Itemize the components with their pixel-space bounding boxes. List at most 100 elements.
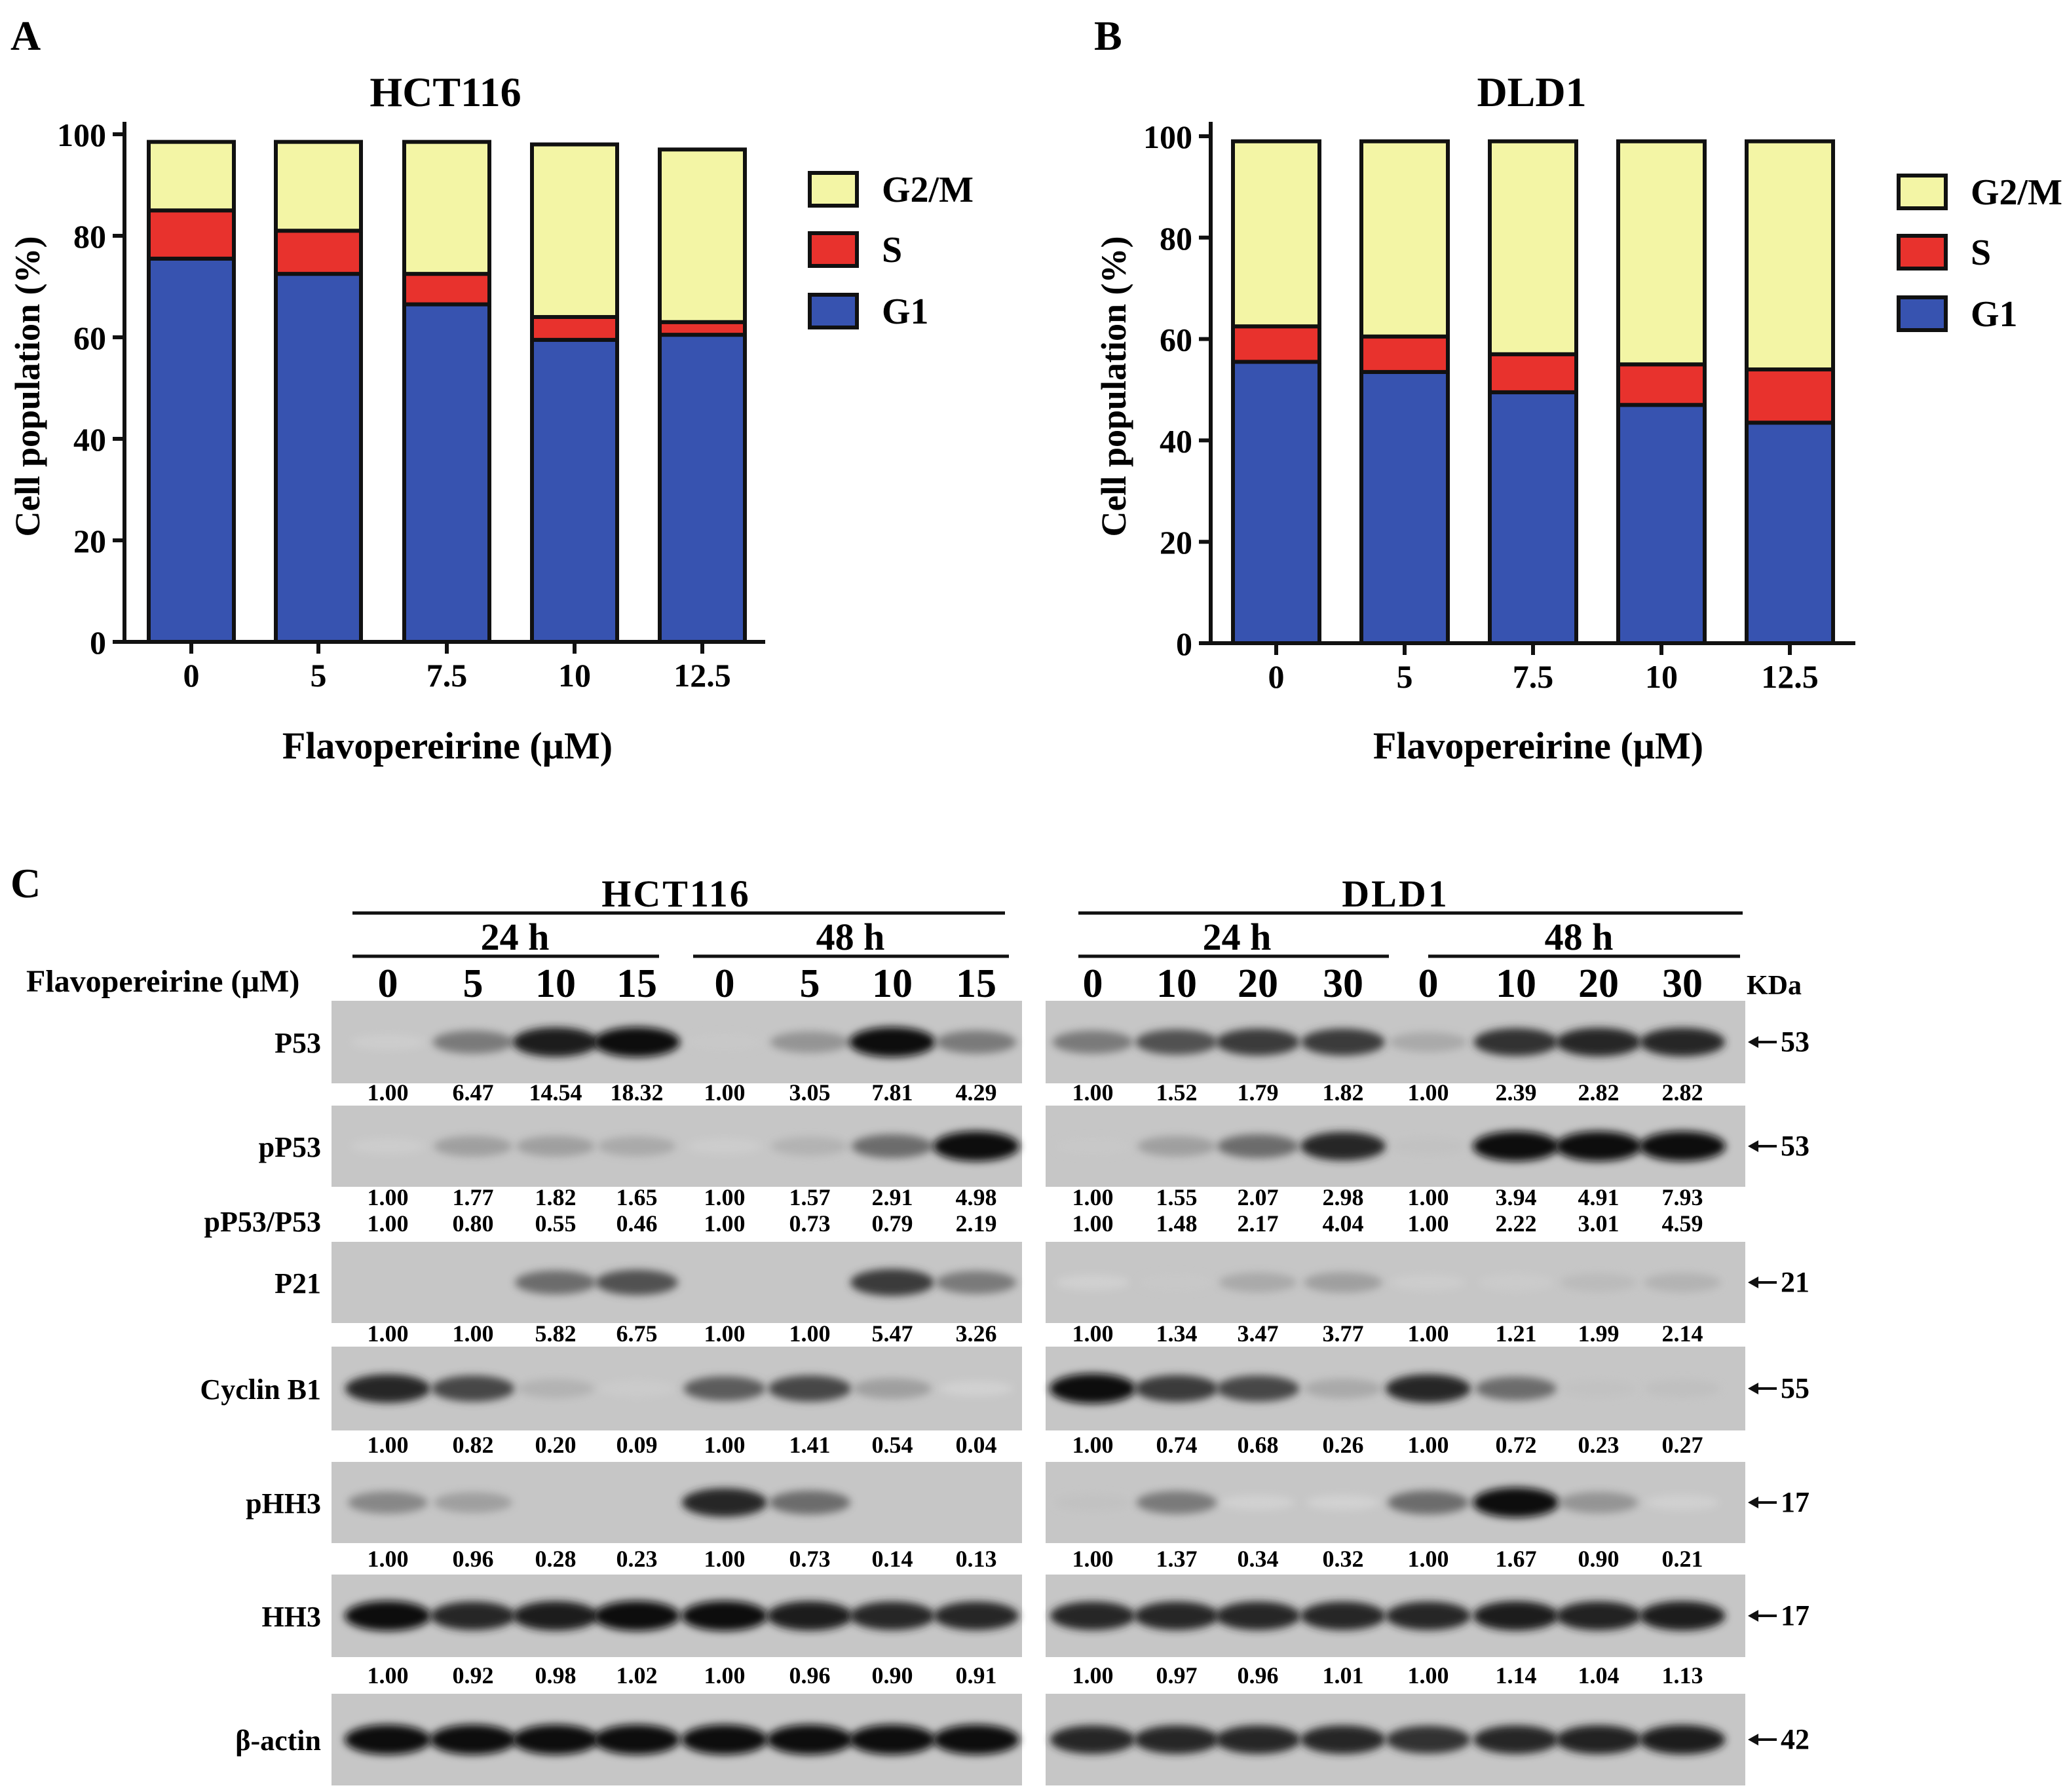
bar-segment-g1 — [658, 333, 747, 644]
quant-value: 1.00 — [704, 1432, 746, 1458]
bar-segment-g2m — [1488, 139, 1578, 356]
quant-value: 7.93 — [1662, 1184, 1703, 1210]
blot-band — [1555, 1131, 1642, 1161]
quant-value: 0.92 — [453, 1662, 494, 1689]
western-blot-panel: HCT116 DLD1 24 h 48 h 24 h 48 h Flavoper… — [26, 872, 1809, 1785]
blot-row: pP53/P53 1.00 0.80 0.55 0.46 1.00 0.73 0.79 2.19… — [204, 1206, 1703, 1238]
quant-value: 0.96 — [789, 1662, 831, 1689]
blot-row-label: β-actin — [235, 1725, 321, 1757]
chart-title: HCT116 — [369, 69, 521, 115]
blot-band — [345, 1374, 430, 1403]
x-ticks: 0 5 7.5 10 12.5 — [1268, 643, 1819, 695]
blot-band — [1388, 1490, 1469, 1515]
quant-value: 4.29 — [956, 1079, 997, 1106]
quant-value: 0.97 — [1156, 1662, 1198, 1689]
timepoint-hct116-24h: 24 h — [481, 916, 550, 958]
bar-segment-g2m — [658, 147, 747, 324]
blot-band — [1644, 1273, 1721, 1292]
legend-swatch — [1897, 295, 1948, 332]
blot-band — [1050, 1725, 1135, 1754]
blot-band — [1473, 1131, 1559, 1161]
quant-value: 1.00 — [1408, 1546, 1449, 1572]
blot-band — [681, 1601, 768, 1631]
quant-value: 0.04 — [956, 1432, 997, 1458]
blot-band — [681, 1725, 768, 1755]
quant-value: 1.00 — [1072, 1184, 1114, 1210]
quant-value: 0.23 — [616, 1546, 658, 1572]
quant-value: 0.73 — [789, 1210, 831, 1237]
blot-band — [1475, 1376, 1557, 1401]
quant-value: 1.00 — [1072, 1662, 1114, 1689]
y-tick-label: 0 — [1176, 625, 1192, 662]
quant-value: 1.00 — [368, 1079, 409, 1106]
x-tick-label: 5 — [1397, 658, 1413, 695]
blot-band — [1556, 1028, 1641, 1056]
legend-label: G2/M — [1971, 172, 2062, 213]
chart-hct116: HCT116 Cell population (%) Flavopereirin… — [8, 69, 974, 767]
blot-band — [1135, 1375, 1219, 1402]
quant-value: 3.01 — [1578, 1210, 1620, 1237]
quant-value: 6.47 — [453, 1079, 494, 1106]
dose-axis-label: Flavopereirine (µM) — [26, 964, 299, 999]
blot-band — [1639, 1131, 1726, 1161]
legend-swatch — [808, 231, 859, 268]
blot-band — [683, 1376, 766, 1401]
y-tick-label: 20 — [73, 523, 106, 559]
quant-value: 3.05 — [789, 1079, 831, 1106]
quant-value: 1.57 — [789, 1184, 831, 1210]
bar-segment-s — [1359, 334, 1450, 374]
quant-value: 4.98 — [956, 1184, 997, 1210]
blot-band — [767, 1725, 853, 1755]
blot-band — [1055, 1138, 1131, 1155]
blot-row-label: pP53 — [259, 1131, 321, 1163]
dose-label: 20 — [1238, 961, 1278, 1006]
group-title-hct116: HCT116 — [601, 872, 751, 915]
bar-segment-g1 — [1616, 403, 1707, 645]
blot-band — [1386, 1601, 1471, 1630]
y-tick-label: 20 — [1160, 524, 1192, 561]
panel-label-a: A — [10, 12, 41, 59]
chart-dld1: DLD1 Cell population (%) Flavopereirine … — [1094, 69, 2062, 767]
dose-label: 15 — [956, 961, 996, 1006]
blot-band — [1055, 1275, 1130, 1290]
quant-value: 2.98 — [1323, 1184, 1364, 1210]
blot-band — [1050, 1373, 1136, 1404]
legend-label: G1 — [1971, 294, 2018, 335]
quant-value: 1.00 — [704, 1184, 746, 1210]
blot-band — [1300, 1132, 1386, 1161]
blot-row-label: HH3 — [262, 1601, 321, 1633]
quant-value: 0.21 — [1662, 1546, 1703, 1572]
bar-segment-g2m — [147, 140, 236, 213]
blot-band — [432, 1030, 514, 1054]
quant-value: 7.81 — [872, 1079, 913, 1106]
blot-band — [1473, 1601, 1559, 1631]
blot-band — [434, 1136, 512, 1157]
blot-band — [1055, 1493, 1131, 1512]
kda-value: 17 — [1781, 1486, 1809, 1518]
kda-value: 17 — [1781, 1599, 1809, 1632]
quant-value: 6.75 — [616, 1320, 658, 1347]
bar-segment-s — [1616, 362, 1707, 407]
blot-band — [1215, 1725, 1300, 1754]
y-tick-label: 0 — [90, 624, 106, 661]
quant-value: 4.04 — [1323, 1210, 1364, 1237]
kda-arrow-head — [1748, 1036, 1758, 1048]
legend-label: S — [882, 230, 902, 271]
bar-segment-g1 — [1745, 420, 1835, 645]
quant-value: 0.28 — [535, 1546, 577, 1572]
blot-band — [1304, 1272, 1382, 1293]
quant-value: 1.00 — [1408, 1079, 1449, 1106]
bar-segment-s — [530, 315, 619, 342]
blot-band — [1221, 1495, 1295, 1510]
blot-row: Cyclin B1 55 1.00 0.82 0.20 0.09 1.00 1.41 0.54 0… — [200, 1347, 1809, 1458]
x-tick-label: 7.5 — [426, 657, 468, 694]
bar-segment-s — [274, 229, 363, 276]
quant-value: 1.00 — [1072, 1320, 1114, 1347]
blot-band — [687, 1138, 762, 1155]
y-ticks: 0 20 40 60 80 100 — [1143, 119, 1211, 662]
dose-label: 10 — [1496, 961, 1536, 1006]
y-tick-label: 60 — [1160, 322, 1192, 358]
quant-value: 0.72 — [1496, 1432, 1537, 1458]
dose-label: 5 — [463, 961, 483, 1006]
quant-value: 1.02 — [616, 1662, 658, 1689]
